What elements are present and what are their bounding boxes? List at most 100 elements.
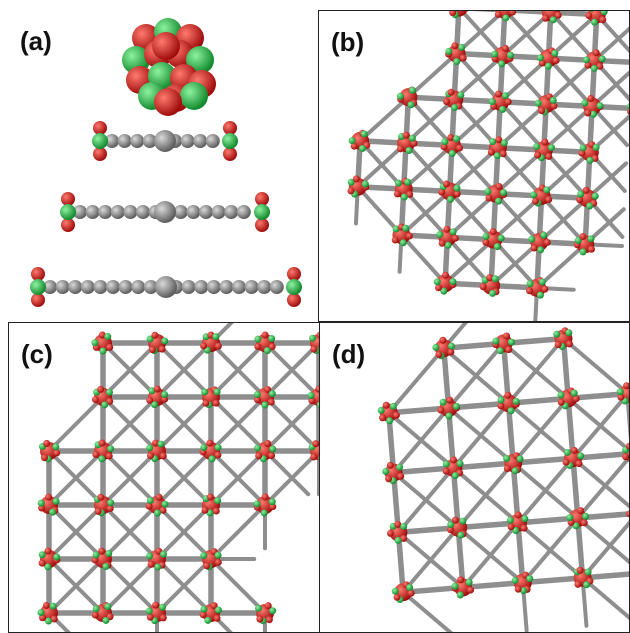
cluster-node-atom [494, 11, 502, 18]
cluster-node-atom [213, 388, 221, 396]
cluster-node-atom [206, 439, 214, 447]
cluster-node-atom [97, 385, 105, 393]
cluster-node-atom [386, 461, 394, 469]
cluster-node-atom [579, 233, 587, 241]
cluster-node-atom [578, 149, 586, 157]
cluster-node-atom [101, 401, 109, 409]
cluster-node-atom [45, 493, 53, 501]
linker-center-bead [154, 201, 176, 223]
cluster-node-atom [442, 180, 450, 188]
cluster-node-atom [310, 345, 318, 353]
linker-bead [105, 134, 119, 148]
cluster-node-atom [442, 271, 450, 279]
linker-bead [106, 280, 120, 294]
cluster-node-atom [360, 130, 368, 138]
cluster-node-atom [587, 235, 595, 243]
cluster-node-atom [147, 560, 155, 568]
cluster-node-atom [445, 412, 453, 420]
linker-strut [443, 237, 496, 286]
end-oxygen [93, 147, 107, 161]
cluster-node-atom [452, 135, 460, 143]
cluster-node-atom [397, 472, 405, 480]
cluster-node-atom [493, 152, 501, 160]
linker-strut [516, 456, 576, 525]
cluster-node-atom [102, 616, 110, 624]
cluster-node-atom [565, 340, 573, 348]
cluster-node-atom [563, 448, 571, 456]
cluster-node-atom [406, 584, 414, 592]
cluster-node-atom [484, 188, 492, 196]
cluster-node-atom [260, 509, 268, 517]
cluster-node-atom [538, 107, 546, 115]
cluster-node-atom [214, 451, 222, 459]
linker-bead [181, 280, 196, 294]
cluster-node-atom [505, 346, 513, 354]
cluster-node-atom [268, 335, 276, 343]
cluster-node-atom [616, 388, 624, 396]
end-oxygen [61, 192, 75, 206]
linker-bead [110, 205, 125, 219]
cluster-node-atom [409, 86, 417, 94]
cluster-node-atom [400, 193, 408, 201]
cluster-node-atom [264, 602, 272, 610]
cluster-node-atom [99, 347, 107, 355]
linker-strut [155, 395, 213, 453]
cluster-node-atom [268, 343, 276, 351]
end-oxygen [61, 218, 75, 232]
panel-label-d: (d) [332, 339, 366, 369]
cluster-node-atom [457, 576, 465, 584]
linker-strut [460, 520, 521, 590]
cluster-node-atom [504, 98, 512, 106]
cluster-node-atom [447, 195, 455, 203]
cluster-node-atom [447, 134, 455, 142]
linker-bead [117, 134, 132, 148]
cluster-node-atom [268, 390, 276, 398]
cluster-node-atom [440, 143, 448, 151]
cluster-node-atom [459, 517, 467, 525]
end-metal [30, 279, 46, 295]
cluster-node-atom [214, 551, 222, 559]
cluster-node-atom [583, 581, 591, 589]
cluster-node-atom [446, 526, 454, 534]
cluster-node-atom [545, 152, 553, 160]
cluster-node-atom [402, 224, 410, 232]
cluster-node-atom [254, 335, 262, 343]
cluster-node-atom [590, 64, 598, 72]
cluster-node-atom [538, 278, 546, 286]
cluster-node-atom [536, 291, 544, 299]
cluster-node-atom [44, 563, 52, 571]
linker-strut [263, 449, 319, 507]
cluster-node-atom [577, 452, 585, 460]
linker-bead [194, 280, 209, 294]
cluster-node-atom [442, 467, 450, 475]
cluster-node-atom [147, 452, 155, 460]
cluster-node-atom [347, 187, 355, 195]
cluster-node-atom [386, 417, 394, 425]
linker-bead [173, 205, 188, 219]
network-snapshot-c [37, 323, 319, 632]
cluster-node-atom [544, 62, 552, 70]
cluster-node-atom [489, 228, 497, 236]
cluster-node-atom [591, 192, 599, 200]
cluster-node-atom [534, 151, 542, 159]
panel-a: (a) [0, 0, 318, 320]
linker-strut [451, 401, 511, 470]
cluster-node-atom [38, 559, 46, 567]
cluster-node-atom [585, 12, 593, 20]
linker-strut [575, 454, 629, 521]
cluster-node-atom [592, 49, 600, 57]
cluster-node-atom [267, 398, 275, 406]
cluster-node-atom [214, 558, 222, 566]
cluster-node-atom [499, 105, 507, 113]
linker-bead [206, 280, 221, 294]
linker-strut [401, 143, 454, 192]
cluster-node-atom [565, 329, 573, 337]
linker-bead [98, 205, 113, 219]
cluster-node-atom [495, 197, 503, 205]
cluster-node-atom [433, 278, 441, 286]
cluster-node-atom [622, 453, 629, 461]
linker-strut [537, 196, 590, 244]
cluster-node-atom [432, 343, 440, 351]
cluster-node-atom [617, 393, 625, 401]
cluster-node-atom [151, 401, 159, 409]
